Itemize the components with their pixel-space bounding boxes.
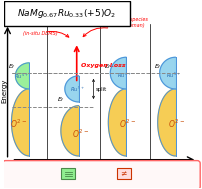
- Text: Superoxo species
(in-situ Raman): Superoxo species (in-situ Raman): [104, 17, 147, 28]
- Text: 1$^{st}$ Charged: 1$^{st}$ Charged: [49, 163, 88, 173]
- Text: 1$^{st}$ Discha.: 1$^{st}$ Discha.: [98, 164, 133, 173]
- Text: 2$^{nd}$ Charged: 2$^{nd}$ Charged: [144, 163, 185, 173]
- FancyBboxPatch shape: [116, 168, 130, 179]
- Text: $NaMg_{0.67}Ru_{0.33}(+5)O_2$: $NaMg_{0.67}Ru_{0.33}(+5)O_2$: [17, 7, 116, 20]
- FancyBboxPatch shape: [61, 168, 75, 179]
- Polygon shape: [12, 89, 29, 156]
- Polygon shape: [159, 57, 175, 89]
- Text: $E_f$: $E_f$: [153, 62, 161, 71]
- Text: Energy: Energy: [2, 79, 7, 103]
- Text: DOS: DOS: [184, 163, 199, 169]
- Text: Irreversible
anionic redox: Irreversible anionic redox: [9, 166, 41, 177]
- Text: Oxygen Loss: Oxygen Loss: [80, 63, 125, 68]
- Text: $O^{2-}$: $O^{2-}$: [118, 118, 135, 130]
- Text: $E_f$: $E_f$: [8, 62, 16, 71]
- Polygon shape: [110, 57, 125, 89]
- Polygon shape: [15, 63, 29, 89]
- Text: $Ru^{5+}$: $Ru^{5+}$: [14, 72, 29, 81]
- Text: $O^{2-}$: $O^{2-}$: [167, 118, 184, 130]
- Polygon shape: [61, 106, 78, 156]
- Text: OCV: OCV: [12, 166, 26, 170]
- Text: $Ru^{5+}$: $Ru^{5+}$: [70, 85, 85, 94]
- Polygon shape: [64, 76, 78, 102]
- Text: $O^{2-}$: $O^{2-}$: [72, 127, 89, 140]
- Text: $Ru^{5+}$: $Ru^{5+}$: [165, 70, 180, 80]
- Text: $O_2$ evolution
(in-situ DEMS): $O_2$ evolution (in-situ DEMS): [23, 21, 57, 36]
- Text: $Ru^{4+}$: $Ru^{4+}$: [116, 70, 131, 80]
- FancyBboxPatch shape: [3, 161, 199, 189]
- Polygon shape: [157, 89, 175, 156]
- Text: Cannot obtain a stable
new structure: Cannot obtain a stable new structure: [131, 166, 184, 177]
- Polygon shape: [108, 89, 125, 156]
- Text: $\neq$: $\neq$: [119, 169, 128, 178]
- Text: $E_f$: $E_f$: [104, 62, 112, 71]
- FancyBboxPatch shape: [4, 1, 129, 26]
- Text: $O^{2-}$: $O^{2-}$: [10, 118, 27, 130]
- Text: $E_f$: $E_f$: [57, 95, 65, 104]
- Text: split: split: [95, 87, 106, 92]
- Text: Structural
distortion: Structural distortion: [76, 166, 99, 177]
